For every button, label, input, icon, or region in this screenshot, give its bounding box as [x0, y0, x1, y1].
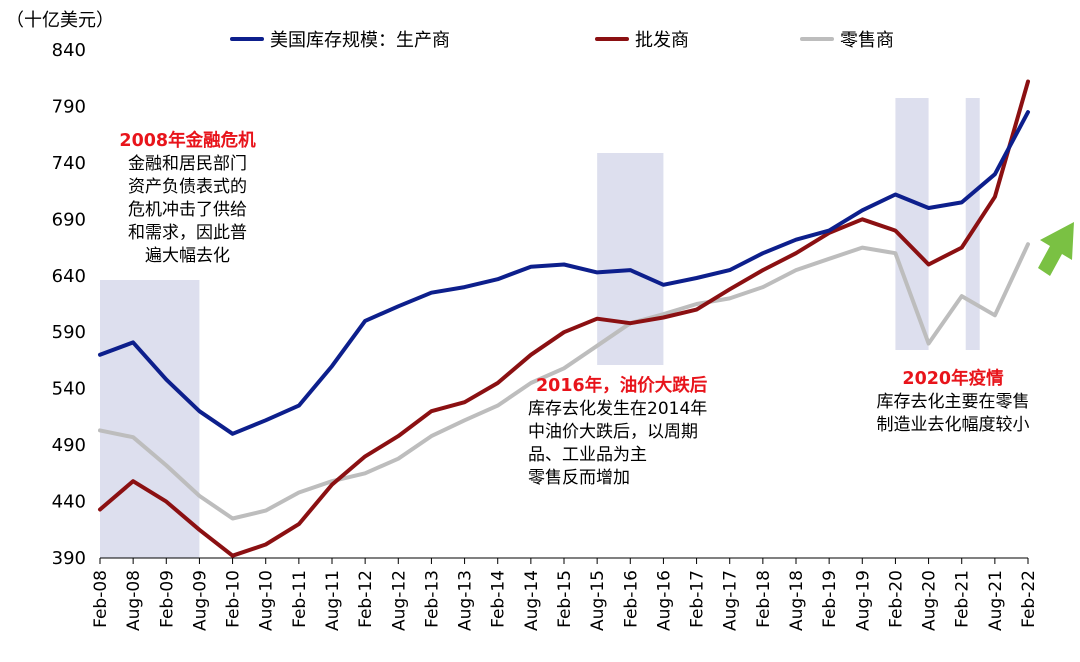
x-tick-label: Feb-08	[91, 570, 111, 628]
annotation-2020: 2020年疫情 库存去化主要在零售 制造业去化幅度较小	[853, 368, 1053, 437]
x-tick-label: Aug-10	[257, 570, 277, 631]
y-tick-label: 440	[52, 492, 86, 513]
annotation-2008: 2008年金融危机 金融和居民部门 资产负债表式的 危机冲击了供给 和需求，因此…	[100, 130, 275, 268]
x-tick-label: Aug-08	[124, 570, 144, 631]
x-tick-label: Feb-15	[555, 570, 575, 628]
annotation-2020-line: 库存去化主要在零售	[876, 392, 1030, 412]
annotation-2008-line: 和需求，因此普	[128, 223, 247, 243]
legend-label-wholesaler: 批发商	[635, 30, 689, 51]
x-tick-label: Aug-13	[456, 570, 476, 631]
annotation-2008-line: 金融和居民部门	[128, 154, 247, 174]
x-tick-label: Feb-10	[224, 570, 244, 628]
x-tick-label: Aug-11	[323, 570, 343, 631]
annotation-2016-line: 品、工业品为主	[528, 445, 647, 465]
x-tick-label: Aug-15	[588, 570, 608, 631]
shaded-period-2020-b	[965, 98, 980, 350]
x-tick-label: Feb-16	[621, 570, 641, 628]
y-tick-label: 590	[52, 322, 86, 343]
y-tick-label: 690	[52, 209, 86, 230]
x-tick-label: Aug-12	[389, 570, 409, 631]
annotation-2020-title: 2020年疫情	[902, 369, 1004, 389]
legend-swatch-wholesaler	[595, 37, 629, 41]
x-tick-label: Aug-17	[721, 570, 741, 631]
annotation-2016: 2016年，油价大跌后 库存去化发生在2014年 中油价大跌后，以周期 品、工业…	[528, 375, 758, 490]
x-tick-label: Aug-20	[920, 570, 940, 631]
x-tick-label: Feb-18	[754, 570, 774, 628]
annotation-2016-title: 2016年，油价大跌后	[536, 376, 708, 396]
legend-label-retailer: 零售商	[840, 30, 894, 51]
x-tick-label: Feb-19	[820, 570, 840, 628]
annotation-2008-line: 遍大幅去化	[145, 246, 230, 266]
legend-item-producer: 美国库存规模：生产商	[230, 26, 450, 52]
y-axis-unit-label: （十亿美元）	[6, 10, 114, 31]
shaded-period-2020-a	[895, 98, 929, 350]
x-tick-label: Feb-14	[489, 570, 509, 628]
y-tick-label: 840	[52, 40, 86, 61]
annotation-2008-line: 危机冲击了供给	[128, 200, 247, 220]
series-line-0	[98, 110, 1030, 436]
annotation-2008-line: 资产负债表式的	[128, 177, 247, 197]
y-tick-label: 740	[52, 153, 86, 174]
shaded-period-2016-oil	[597, 153, 664, 365]
x-tick-label: Feb-11	[290, 570, 310, 628]
x-tick-label: Aug-16	[654, 570, 674, 631]
x-tick-label: Aug-21	[986, 570, 1006, 631]
green-up-arrow-icon	[1038, 222, 1074, 276]
x-tick-label: Feb-21	[953, 570, 973, 628]
y-tick-label: 640	[52, 266, 86, 287]
y-tick-label: 490	[52, 435, 86, 456]
y-tick-label: 790	[52, 96, 86, 117]
x-tick-label: Feb-20	[886, 570, 906, 628]
annotation-2016-line: 库存去化发生在2014年	[528, 399, 708, 419]
x-tick-label: Feb-13	[422, 570, 442, 628]
x-tick-label: Feb-22	[1019, 570, 1039, 628]
x-tick-label: Aug-14	[522, 570, 542, 631]
annotation-2008-title: 2008年金融危机	[119, 131, 256, 151]
x-tick-label: Aug-18	[787, 570, 807, 631]
legend-item-retailer: 零售商	[800, 26, 894, 52]
legend-swatch-retailer	[800, 37, 834, 41]
x-tick-label: Feb-12	[356, 570, 376, 628]
shaded-period-2008-crisis	[100, 280, 200, 558]
annotation-2016-line: 中油价大跌后，以周期	[528, 422, 698, 442]
y-tick-label: 390	[52, 548, 86, 569]
x-tick-label: Aug-09	[190, 570, 210, 631]
y-tick-label: 540	[52, 379, 86, 400]
series-line-2	[98, 242, 1030, 521]
legend-swatch-producer	[230, 37, 264, 41]
x-tick-label: Feb-09	[157, 570, 177, 628]
annotation-2016-line: 零售反而增加	[528, 468, 630, 488]
annotation-2020-line: 制造业去化幅度较小	[876, 415, 1030, 435]
x-tick-label: Feb-17	[688, 570, 708, 628]
legend-item-wholesaler: 批发商	[595, 26, 689, 52]
legend-label-producer: 美国库存规模：生产商	[270, 30, 450, 51]
x-tick-label: Aug-19	[853, 570, 873, 631]
series-line-1	[98, 79, 1030, 558]
